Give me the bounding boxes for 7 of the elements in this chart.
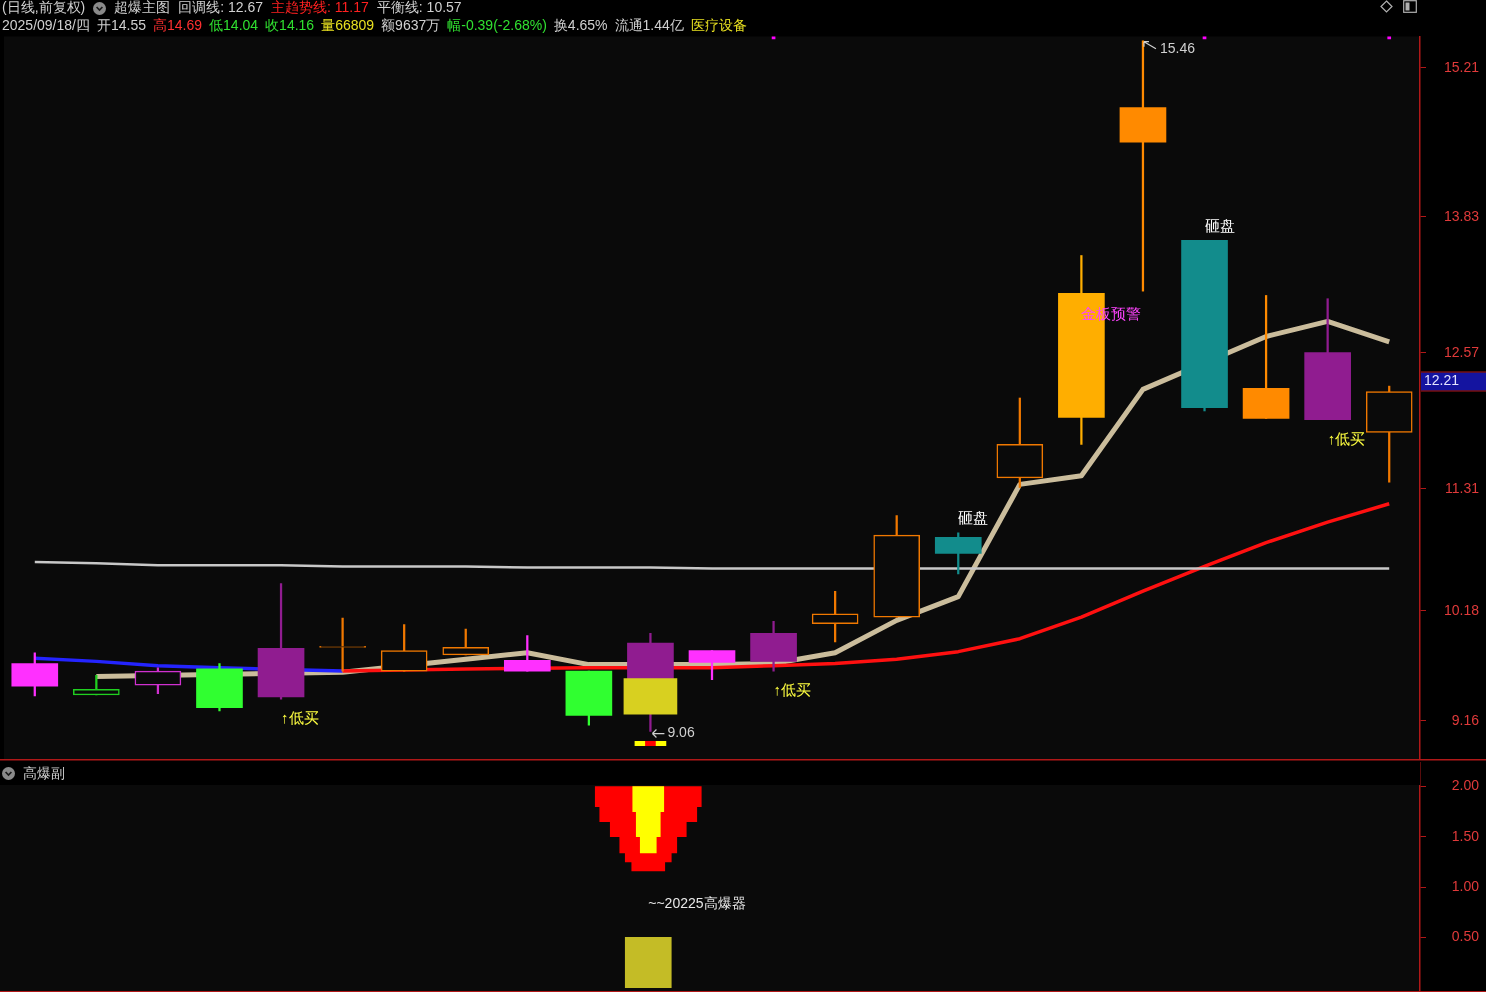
y-tick-label: 1.00 xyxy=(1451,877,1480,894)
y-tick-label: 1.50 xyxy=(1451,827,1480,844)
y-tick-label: 0.50 xyxy=(1451,928,1480,945)
y-tick-label: 9.16 xyxy=(1451,711,1480,728)
y-tick-label: 2.00 xyxy=(1451,777,1480,794)
annotation: ~~20225高爆器 xyxy=(648,895,746,911)
chart-title: 高爆副 xyxy=(23,764,65,783)
